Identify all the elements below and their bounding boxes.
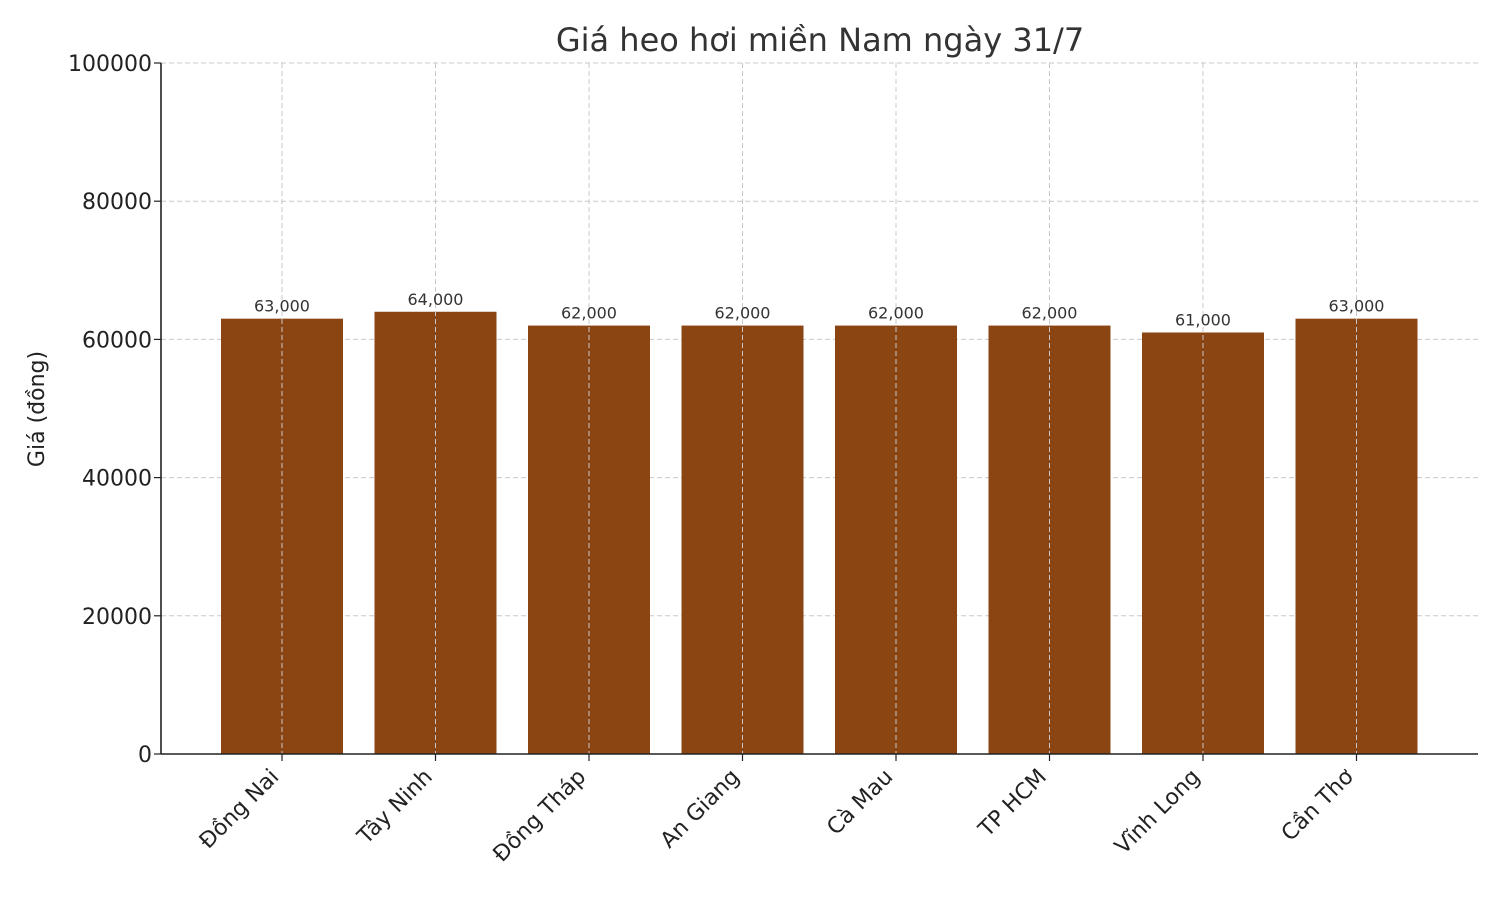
data-labels: 63,000 64,000 62,000 62,000 62,000 62,000 61,0… (254, 290, 1384, 330)
bar-value-label: 63,000 (1329, 297, 1385, 316)
bar-value-label: 62,000 (561, 304, 617, 323)
x-tick-label: Đồng Tháp (489, 765, 592, 868)
chart-title: Giá heo hơi miền Nam ngày 31/7 (556, 21, 1084, 59)
y-tick-label: 20000 (82, 605, 152, 630)
x-tick-label: Vĩnh Long (1110, 765, 1205, 860)
x-ticks: Đồng Nai Tây Ninh Đồng Tháp An Giang Cà Mau T… (195, 754, 1359, 867)
bar-value-label: 62,000 (1022, 304, 1078, 323)
axes (160, 63, 1478, 755)
y-tick-label: 0 (138, 743, 152, 768)
x-tick-label: An Giang (656, 765, 745, 854)
y-tick-label: 80000 (82, 190, 152, 215)
y-tick-label: 100000 (68, 52, 152, 77)
bar-value-label: 61,000 (1175, 310, 1231, 329)
vertical-grid-lines (281, 63, 1357, 754)
y-tick-label: 40000 (82, 467, 152, 492)
x-tick-label: Tây Ninh (352, 765, 437, 850)
y-axis-label: Giá (đồng) (25, 351, 50, 467)
bars (221, 311, 1418, 754)
x-tick-label: TP HCM (974, 765, 1052, 843)
grid-lines (161, 62, 1478, 617)
x-tick-label: Đồng Nai (195, 765, 284, 854)
bar-value-label: 64,000 (408, 290, 464, 309)
x-tick-label: Cà Mau (822, 765, 898, 841)
bar-value-label: 62,000 (715, 304, 771, 323)
x-tick-label: Cần Thơ (1277, 764, 1359, 846)
y-tick-label: 60000 (82, 328, 152, 353)
bar-value-label: 62,000 (868, 304, 924, 323)
bar-value-label: 63,000 (254, 297, 310, 316)
y-ticks: 0 20000 40000 60000 80000 100000 (68, 52, 161, 768)
